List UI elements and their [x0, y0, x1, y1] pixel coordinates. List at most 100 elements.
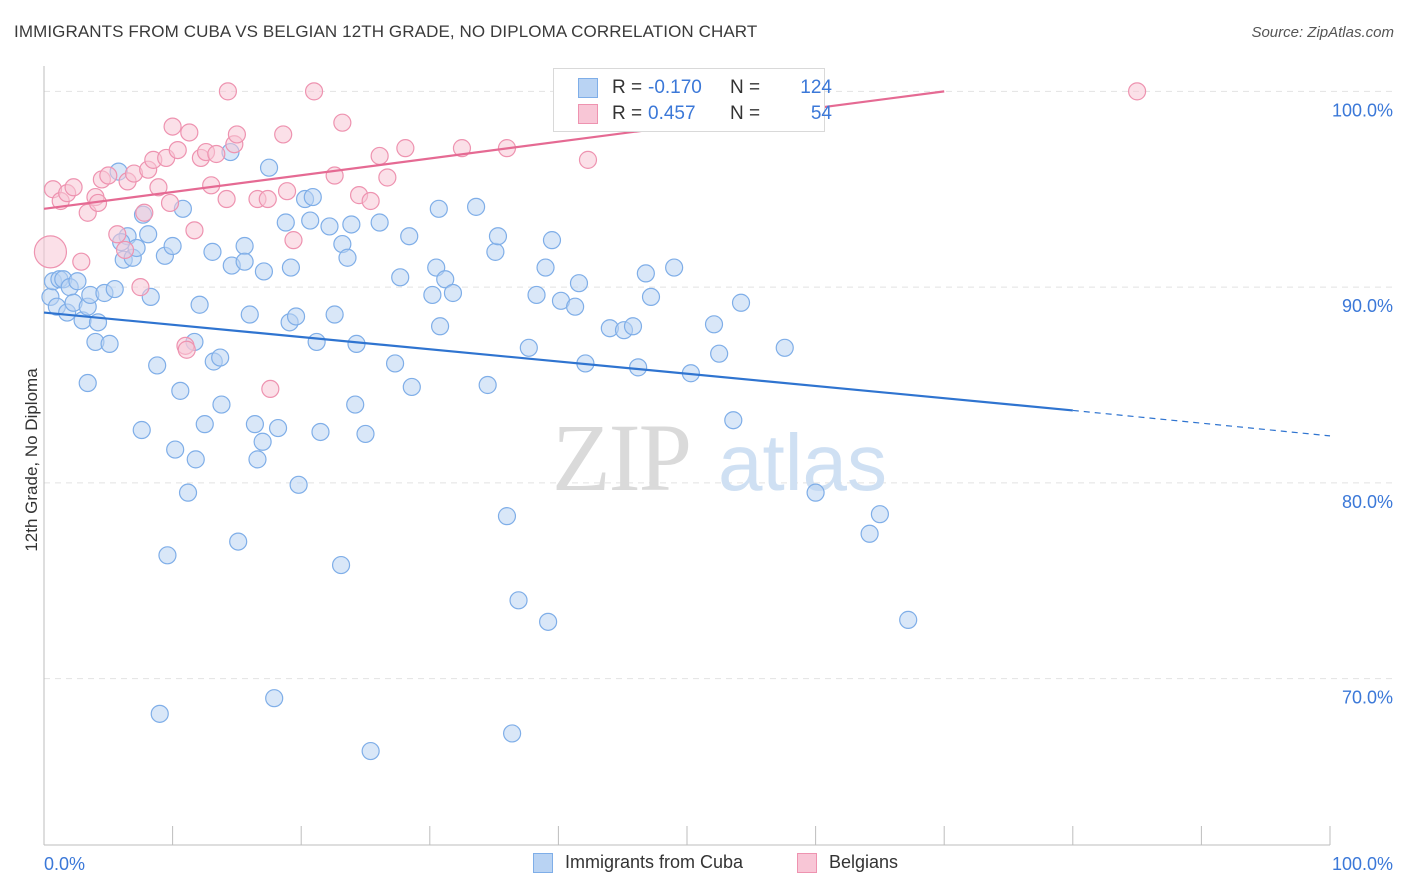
data-point: [400, 227, 419, 246]
data-point: [539, 612, 558, 631]
data-point: [163, 117, 182, 136]
data-point: [177, 340, 196, 359]
axes: [43, 66, 1331, 846]
data-point: [286, 307, 306, 326]
data-point: [578, 150, 598, 169]
data-point: [731, 293, 751, 312]
y-tick-label: 90.0%: [1342, 296, 1393, 316]
data-point: [724, 411, 743, 430]
data-point: [429, 199, 448, 218]
data-point: [378, 168, 397, 187]
data-point: [307, 332, 326, 352]
data-point: [207, 144, 226, 164]
data-point: [203, 242, 222, 261]
legend-r-value: 0.457: [648, 103, 696, 124]
legend-r-label: R =: [612, 77, 643, 98]
data-point: [623, 317, 643, 336]
data-point: [240, 305, 259, 324]
data-point: [284, 231, 303, 250]
data-point: [806, 483, 825, 502]
data-point: [149, 178, 168, 197]
y-axis-label: 12th Grade, No Diploma: [22, 368, 41, 552]
legend-n-label: N =: [730, 77, 761, 98]
data-point: [370, 213, 389, 232]
bottom-legend-swatch-belgians: [797, 853, 817, 873]
legend-swatch-cuba: [578, 78, 598, 98]
data-point: [566, 297, 585, 316]
watermark-atlas: atlas: [718, 418, 887, 507]
data-point: [186, 450, 205, 469]
data-point: [665, 258, 684, 277]
data-point: [488, 227, 508, 246]
data-point: [163, 236, 182, 256]
data-point: [311, 422, 330, 442]
data-point: [281, 258, 301, 277]
data-point: [338, 248, 357, 267]
data-point: [211, 348, 230, 367]
data-point: [423, 285, 442, 305]
data-point: [304, 82, 324, 101]
series-belgians-points: [33, 82, 1147, 399]
data-point: [195, 415, 214, 434]
data-point: [218, 82, 237, 101]
watermark-zip: ZIP: [552, 404, 690, 511]
data-point: [641, 287, 661, 306]
data-point: [265, 689, 284, 708]
data-point: [356, 424, 375, 444]
data-point: [478, 375, 497, 395]
data-point: [185, 221, 204, 240]
legend-n-label: N =: [730, 103, 761, 124]
y-tick-labels: 100.0% 90.0% 80.0% 70.0%: [1332, 100, 1393, 707]
data-point: [370, 146, 389, 166]
data-point: [212, 395, 231, 414]
data-point: [150, 704, 169, 723]
data-point: [301, 211, 320, 230]
data-point: [148, 356, 167, 375]
data-point: [99, 166, 118, 185]
data-point: [385, 354, 405, 373]
bottom-legend-swatch-cuba: [533, 853, 553, 873]
data-point: [115, 240, 135, 260]
data-point: [542, 231, 562, 250]
data-point: [704, 315, 724, 334]
x-tick-labels: 0.0% 100.0%: [44, 854, 1393, 874]
data-point: [108, 225, 127, 244]
data-point: [139, 225, 158, 244]
data-point: [72, 252, 91, 271]
data-point: [68, 272, 87, 291]
data-point: [78, 373, 97, 393]
data-point: [503, 724, 522, 743]
data-point: [245, 415, 265, 434]
data-point: [710, 344, 729, 363]
bottom-legend-label-belgians: Belgians: [829, 852, 899, 872]
chart-title: IMMIGRANTS FROM CUBA VS BELGIAN 12TH GRA…: [14, 22, 758, 41]
data-point: [497, 507, 517, 526]
stats-legend: R = -0.170 N = 124 R = 0.457 N = 54: [553, 68, 832, 132]
data-point: [166, 440, 185, 459]
trend-line-extension: [1072, 409, 1331, 437]
legend-swatch-belgians: [578, 104, 598, 124]
trend-line: [43, 311, 1073, 412]
data-point: [235, 236, 254, 256]
data-point: [227, 125, 246, 144]
data-point: [259, 158, 279, 177]
data-point: [135, 203, 154, 222]
grid-lines: [44, 90, 1392, 680]
data-point: [333, 113, 352, 132]
data-point: [519, 338, 538, 357]
data-point: [331, 555, 351, 575]
data-point: [636, 264, 655, 283]
data-point: [105, 279, 124, 299]
series-cuba-points: [41, 78, 918, 761]
x-tick-label: 100.0%: [1332, 854, 1393, 874]
data-point: [276, 213, 295, 232]
data-point: [158, 546, 177, 565]
data-point: [509, 591, 528, 610]
data-point: [346, 395, 365, 414]
data-point: [402, 377, 421, 397]
data-point: [190, 295, 209, 314]
data-point: [320, 217, 339, 236]
data-point: [253, 432, 272, 451]
data-point: [160, 193, 180, 213]
legend-r-label: R =: [612, 103, 643, 124]
